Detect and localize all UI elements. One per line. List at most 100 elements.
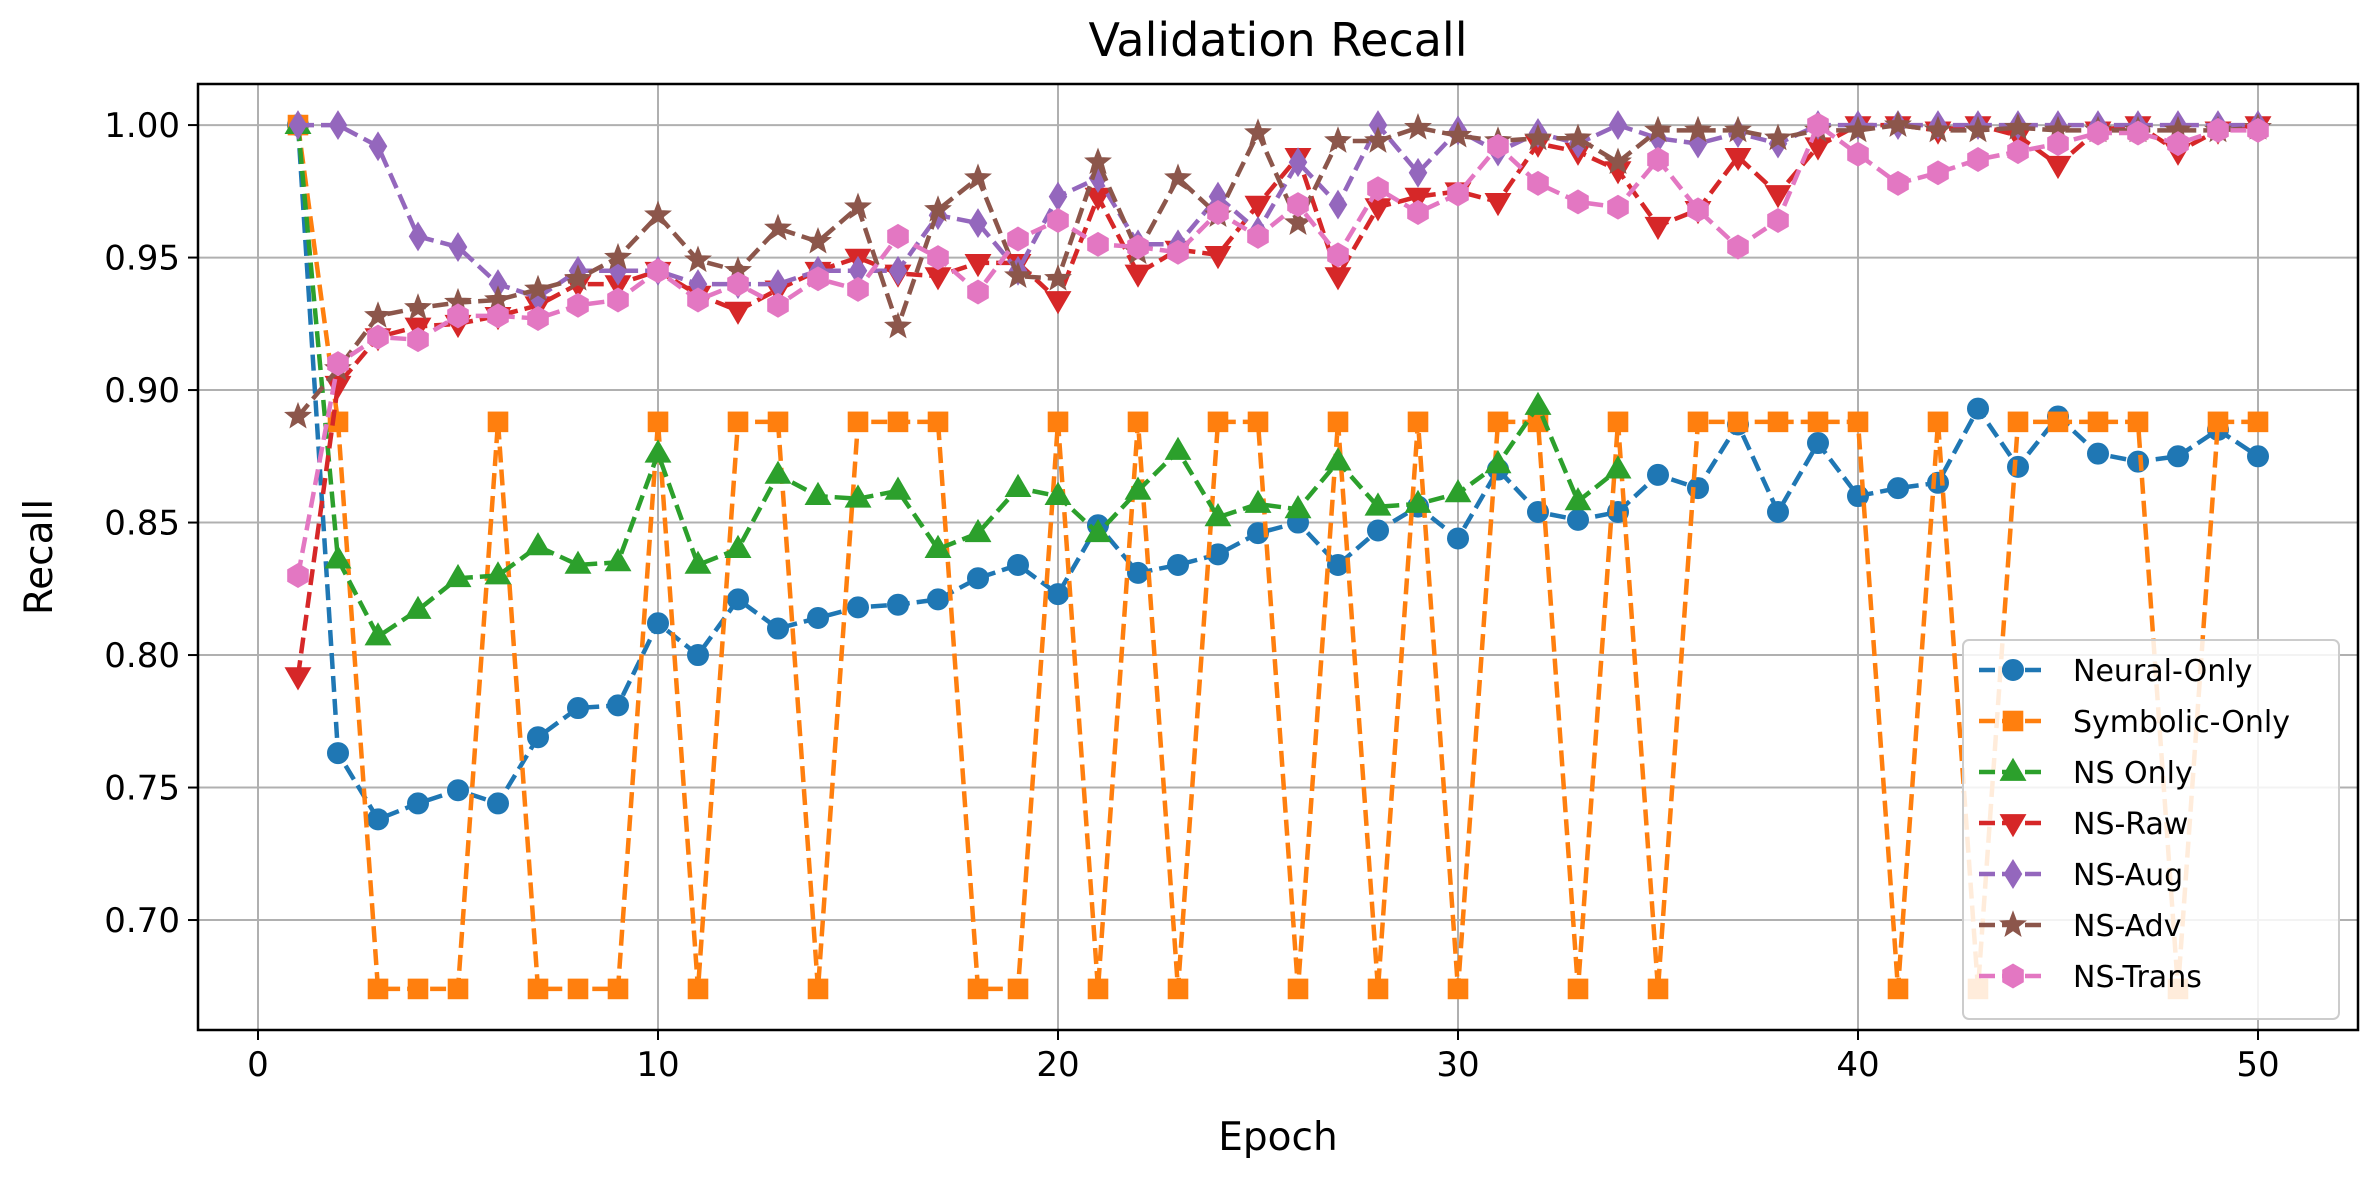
data-point — [1524, 391, 1552, 415]
legend-marker — [1999, 814, 2027, 838]
data-point — [1367, 978, 1389, 1000]
data-point — [1487, 133, 1509, 159]
data-point — [807, 606, 829, 629]
data-point — [1607, 411, 1629, 433]
data-point — [1687, 197, 1709, 223]
legend-marker — [2002, 659, 2024, 681]
data-point — [1967, 397, 1989, 420]
data-point — [2247, 117, 2269, 143]
legend-item: NS-Aug — [1979, 858, 2183, 893]
data-point — [2007, 455, 2029, 478]
data-point — [2007, 139, 2029, 165]
data-point — [927, 245, 949, 271]
data-point — [647, 411, 669, 433]
data-point — [1328, 189, 1348, 220]
legend-item: NS-Adv — [1979, 909, 2181, 944]
data-point — [887, 593, 909, 616]
data-point — [684, 245, 712, 273]
data-point — [1167, 553, 1189, 576]
legend-item: Neural-Only — [1979, 654, 2252, 689]
data-point — [1807, 112, 1829, 138]
data-point — [1524, 123, 1552, 151]
data-point — [447, 303, 469, 329]
data-point — [1287, 978, 1309, 1000]
data-point — [604, 548, 632, 572]
data-point — [1087, 231, 1109, 257]
data-point — [1724, 148, 1752, 172]
data-point — [1287, 192, 1309, 218]
data-point — [1844, 115, 1872, 143]
data-point — [1847, 141, 1869, 167]
chart-title: Validation Recall — [1088, 13, 1467, 67]
data-point — [1527, 170, 1549, 196]
data-point — [887, 223, 909, 249]
data-point — [1324, 267, 1352, 291]
data-point — [368, 131, 388, 162]
data-point — [727, 411, 749, 433]
data-point — [567, 292, 589, 318]
data-point — [1647, 147, 1669, 172]
data-point — [967, 567, 989, 590]
series-line — [295, 124, 1620, 639]
data-point — [1564, 123, 1592, 151]
y-tick-label: 0.75 — [104, 769, 180, 809]
data-point — [2207, 117, 2229, 143]
data-point — [644, 439, 672, 463]
data-point — [727, 271, 749, 297]
legend-label: Neural-Only — [2073, 654, 2252, 689]
data-point — [448, 232, 468, 262]
data-point — [288, 110, 308, 141]
data-point — [1364, 492, 1392, 516]
data-point — [404, 595, 432, 619]
data-point — [447, 978, 469, 1000]
data-point — [2047, 131, 2069, 157]
y-tick-label: 0.90 — [104, 371, 180, 411]
data-point — [1887, 978, 1909, 1000]
data-point — [1807, 411, 1829, 433]
legend-marker — [2002, 710, 2024, 732]
data-point — [967, 279, 989, 305]
data-point — [1324, 126, 1352, 153]
data-point — [1284, 495, 1312, 519]
data-point — [2087, 442, 2109, 465]
data-point — [567, 978, 589, 1000]
data-point — [1047, 411, 1069, 433]
data-point — [407, 327, 429, 353]
data-point — [284, 667, 312, 691]
legend-marker — [1999, 910, 2027, 937]
data-point — [408, 221, 428, 252]
x-axis-label: Epoch — [1218, 1115, 1337, 1160]
data-point — [527, 978, 549, 1000]
legend-label: NS-Raw — [2073, 807, 2188, 842]
data-point — [1484, 193, 1512, 217]
legend-item: NS-Raw — [1979, 807, 2188, 842]
data-point — [1487, 411, 1509, 433]
data-point — [1047, 208, 1069, 233]
data-point — [884, 311, 912, 339]
legend-label: NS-Adv — [2073, 909, 2181, 944]
data-point — [1647, 978, 1669, 1000]
data-point — [327, 351, 349, 377]
y-tick-label: 0.70 — [104, 901, 180, 941]
data-point — [1087, 978, 1109, 1000]
data-point — [1007, 978, 1029, 1000]
data-point — [1684, 115, 1712, 143]
data-point — [1408, 157, 1428, 188]
data-point — [647, 612, 669, 635]
data-point — [1924, 115, 1952, 143]
data-point — [804, 226, 832, 254]
data-point — [1244, 118, 1272, 145]
legend-item: NS-Trans — [1979, 960, 2202, 995]
data-point — [1004, 261, 1032, 289]
plot-frame — [196, 82, 2360, 1032]
data-point — [1444, 120, 1472, 148]
data-point — [564, 264, 592, 291]
data-point — [1404, 187, 1432, 211]
y-tick-label: 0.85 — [104, 504, 180, 544]
data-point — [1887, 170, 1909, 196]
data-point — [684, 550, 712, 574]
data-point — [1644, 115, 1672, 143]
data-point — [1447, 181, 1469, 207]
data-point — [567, 697, 589, 720]
